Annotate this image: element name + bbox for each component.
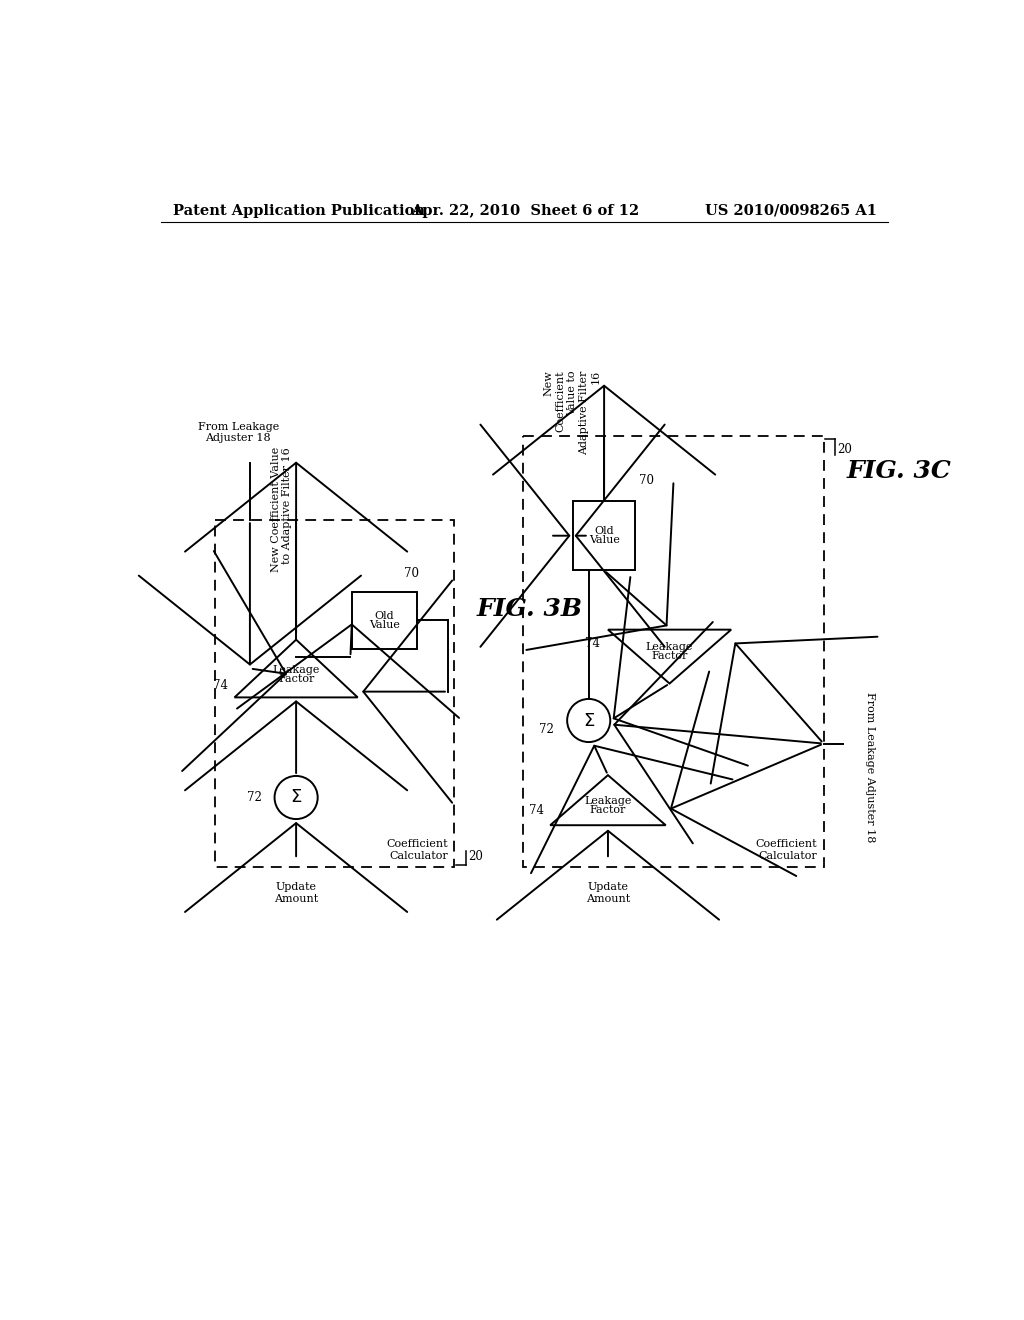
Text: 20: 20 — [468, 850, 482, 863]
Text: New Coefficient Value
to Adaptive Filter 16: New Coefficient Value to Adaptive Filter… — [270, 447, 292, 573]
Text: Leakage: Leakage — [272, 665, 319, 675]
Text: Old: Old — [594, 527, 614, 536]
Bar — [573, 502, 635, 570]
Text: Coefficient
Calculator: Coefficient Calculator — [756, 840, 817, 861]
Text: FIG. 3B: FIG. 3B — [477, 597, 583, 622]
Text: 74: 74 — [586, 636, 600, 649]
Text: US 2010/0098265 A1: US 2010/0098265 A1 — [706, 203, 878, 218]
Bar — [352, 591, 418, 649]
Text: 72: 72 — [540, 723, 554, 737]
Text: Update
Amount: Update Amount — [274, 882, 318, 904]
Bar — [215, 520, 454, 867]
Text: 74: 74 — [213, 680, 228, 693]
Text: From Leakage
Adjuster 18: From Leakage Adjuster 18 — [198, 421, 279, 444]
Text: Patent Application Publication: Patent Application Publication — [173, 203, 425, 218]
Text: 70: 70 — [639, 474, 653, 487]
Circle shape — [274, 776, 317, 818]
Text: Factor: Factor — [651, 651, 688, 660]
Bar — [523, 436, 823, 867]
Text: Leakage: Leakage — [646, 642, 693, 652]
Text: New
Coefficient
Value to
Adaptive Filter
16: New Coefficient Value to Adaptive Filter… — [544, 370, 600, 454]
Text: Value: Value — [589, 536, 620, 545]
Text: $\Sigma$: $\Sigma$ — [290, 788, 302, 807]
Text: $\Sigma$: $\Sigma$ — [583, 711, 595, 730]
Text: 72: 72 — [247, 791, 261, 804]
Text: Factor: Factor — [590, 804, 626, 814]
Text: Leakage: Leakage — [585, 796, 632, 807]
Text: FIG. 3C: FIG. 3C — [847, 459, 951, 483]
Text: 74: 74 — [529, 804, 544, 817]
Text: From Leakage Adjuster 18: From Leakage Adjuster 18 — [864, 692, 874, 842]
Text: Coefficient
Calculator: Coefficient Calculator — [386, 840, 447, 861]
Text: Old: Old — [375, 611, 394, 620]
Text: 20: 20 — [838, 444, 852, 457]
Text: Update
Amount: Update Amount — [586, 882, 630, 904]
Circle shape — [567, 700, 610, 742]
Text: 70: 70 — [404, 568, 419, 579]
Text: Value: Value — [370, 620, 400, 630]
Text: Factor: Factor — [278, 673, 314, 684]
Text: Apr. 22, 2010  Sheet 6 of 12: Apr. 22, 2010 Sheet 6 of 12 — [411, 203, 639, 218]
